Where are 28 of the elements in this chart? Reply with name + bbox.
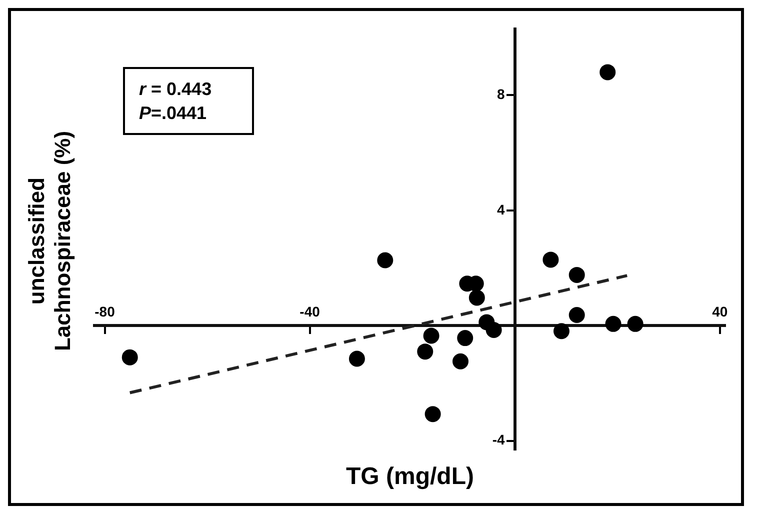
point	[457, 330, 474, 346]
x-tick-label: -80	[94, 304, 116, 320]
point	[605, 316, 622, 332]
y-axis-title: unclassified Lachnospiraceae (%)	[24, 130, 76, 352]
point	[122, 349, 138, 366]
point	[542, 252, 559, 268]
x-axis-title: TG (mg/dL)	[345, 463, 475, 491]
point	[417, 344, 434, 360]
point	[424, 406, 441, 422]
point	[468, 290, 485, 306]
annotation: P=.0441	[139, 103, 207, 123]
note-box: r = 0.443 P=.0441	[123, 67, 254, 135]
point	[348, 350, 365, 367]
x-tick-label: 40	[712, 304, 728, 320]
y-tick-label: 4	[497, 201, 506, 218]
point	[377, 252, 394, 268]
point	[486, 322, 502, 338]
y-tick-label: -4	[492, 432, 506, 448]
x-tick-label: -40	[300, 304, 320, 320]
point	[627, 316, 644, 332]
annotation: r = 0.443	[139, 79, 212, 99]
y-tick-label: 8	[497, 86, 506, 102]
point	[568, 307, 585, 323]
point	[553, 323, 570, 340]
point	[423, 328, 440, 344]
point	[600, 64, 616, 80]
point	[568, 266, 585, 283]
point	[452, 353, 468, 370]
